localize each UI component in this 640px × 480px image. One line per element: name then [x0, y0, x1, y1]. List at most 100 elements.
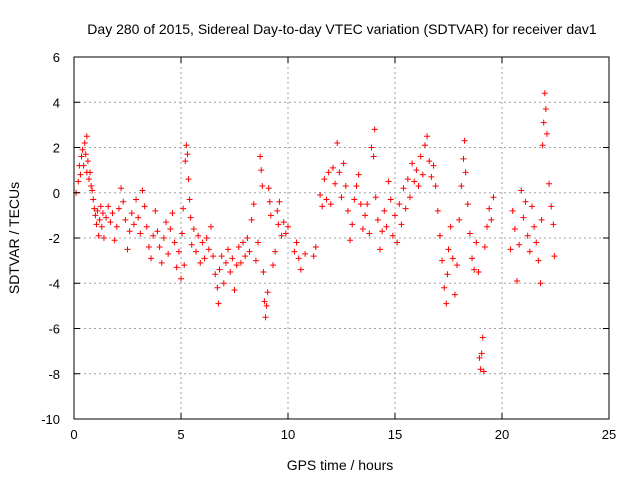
data-points	[73, 90, 558, 375]
data-point	[469, 255, 476, 262]
chart-title: Day 280 of 2015, Sidereal Day-to-day VTE…	[87, 21, 597, 37]
data-point	[424, 133, 431, 140]
data-point	[334, 139, 341, 146]
data-point	[449, 255, 456, 262]
data-point	[551, 253, 558, 260]
data-point	[137, 230, 144, 237]
x-tick-label: 10	[281, 427, 295, 442]
data-point	[432, 182, 439, 189]
data-point	[207, 223, 214, 230]
data-point	[366, 230, 373, 237]
data-point	[81, 139, 88, 146]
y-tick-label: 0	[53, 186, 60, 201]
data-point	[233, 262, 240, 269]
data-point	[477, 366, 484, 373]
data-point	[364, 201, 371, 208]
data-point	[476, 354, 483, 361]
data-point	[78, 153, 85, 160]
data-point	[158, 259, 165, 266]
data-point	[531, 223, 538, 230]
x-axis-title: GPS time / hours	[287, 457, 394, 473]
data-point	[389, 232, 396, 239]
x-tick-label: 5	[177, 427, 184, 442]
data-point	[278, 232, 285, 239]
data-point	[120, 198, 127, 205]
data-point	[107, 219, 114, 226]
data-point	[409, 160, 416, 167]
data-point	[428, 173, 435, 180]
data-point	[323, 196, 330, 203]
data-point	[546, 180, 553, 187]
y-tick-label: -2	[48, 231, 60, 246]
data-point	[539, 142, 546, 149]
y-tick-label: 6	[53, 50, 60, 65]
data-point	[332, 180, 339, 187]
data-point	[195, 232, 202, 239]
data-point	[509, 207, 516, 214]
data-point	[542, 106, 549, 113]
data-point	[190, 225, 197, 232]
data-point	[248, 216, 255, 223]
data-point	[141, 203, 148, 210]
data-point	[124, 246, 131, 253]
data-point	[541, 90, 548, 97]
data-point	[550, 221, 557, 228]
data-point	[83, 133, 90, 140]
y-tick-label: -6	[48, 322, 60, 337]
data-point	[443, 300, 450, 307]
data-point	[441, 284, 448, 291]
data-point	[319, 203, 326, 210]
data-point	[402, 205, 409, 212]
data-point	[400, 185, 407, 192]
data-point	[528, 203, 535, 210]
data-point	[203, 235, 210, 241]
data-point	[75, 178, 82, 185]
data-point	[79, 146, 86, 153]
data-point	[85, 176, 92, 183]
data-point	[252, 257, 259, 264]
data-point	[451, 291, 458, 298]
data-point	[280, 219, 287, 226]
data-point	[475, 268, 482, 275]
y-tick-label: -8	[48, 367, 60, 382]
data-point	[118, 185, 125, 192]
data-point	[511, 225, 518, 232]
data-point	[538, 216, 545, 223]
data-point	[92, 212, 99, 219]
data-point	[377, 246, 384, 253]
data-point	[344, 207, 351, 214]
axes: 0 5 10 15 20 25 -10 -8 -6 -4 -2 0 2 4 6	[41, 50, 616, 442]
data-point	[212, 271, 219, 278]
data-point	[267, 212, 274, 219]
data-point	[411, 178, 418, 185]
data-point	[214, 284, 221, 291]
data-point	[210, 253, 217, 260]
data-point	[192, 248, 199, 255]
data-point	[480, 368, 487, 375]
data-point	[242, 253, 249, 260]
data-point	[415, 182, 422, 189]
y-tick-label: 4	[53, 95, 60, 110]
data-point	[430, 162, 437, 169]
data-point	[522, 198, 529, 205]
data-point	[94, 207, 101, 214]
data-point	[99, 210, 106, 217]
data-point	[152, 207, 159, 214]
data-point	[115, 205, 122, 212]
data-point	[374, 216, 381, 223]
data-point	[235, 244, 242, 251]
data-point	[406, 194, 413, 201]
data-point	[183, 142, 190, 149]
data-point	[398, 221, 405, 228]
data-point	[130, 221, 137, 228]
x-tick-label: 0	[70, 427, 77, 442]
data-point	[347, 237, 354, 244]
data-point	[471, 266, 478, 273]
data-point	[340, 160, 347, 167]
data-point	[258, 167, 265, 174]
data-point	[537, 280, 544, 287]
data-point	[302, 250, 309, 257]
data-point	[266, 198, 273, 205]
data-point	[199, 239, 206, 246]
data-point	[216, 266, 223, 273]
